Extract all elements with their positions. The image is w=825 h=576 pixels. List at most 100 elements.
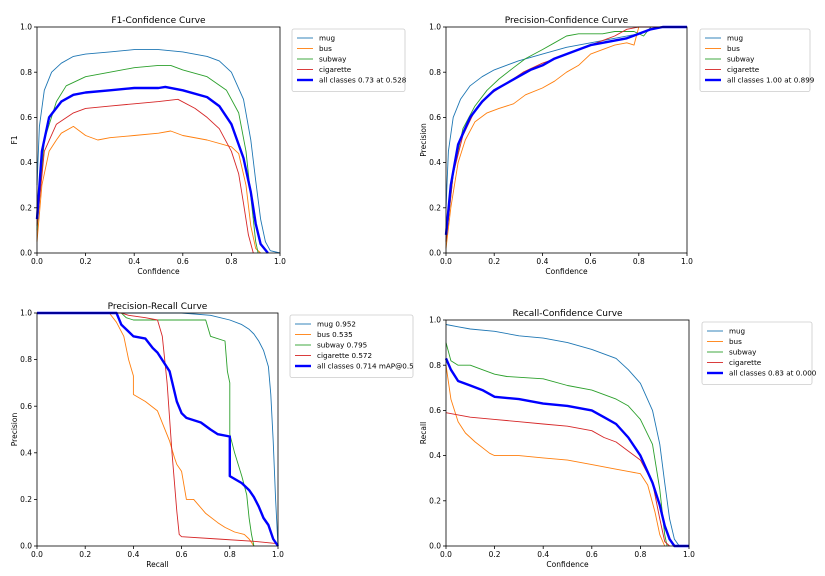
x-tick-label: 0.8 [225,257,237,266]
legend-label: cigarette [319,65,352,74]
x-tick-label: 0.4 [127,550,139,559]
y-tick-label: 0.6 [429,406,441,415]
x-tick-label: 1.0 [272,550,284,559]
y-tick-label: 0.8 [429,68,441,77]
x-tick-label: 0.6 [585,257,597,266]
y-tick-label: 1.0 [20,309,32,318]
y-tick-label: 0.0 [20,542,32,551]
y-tick-label: 0.4 [20,448,32,457]
y-tick-label: 0.0 [429,249,441,258]
y-tick-label: 0.8 [20,68,32,77]
legend-box [701,321,813,385]
series-line-1 [36,49,281,254]
series-line-2 [37,312,255,547]
x-tick-label: 0.0 [440,550,452,559]
y-tick-label: 0.6 [429,113,441,122]
series-line-3 [36,64,259,254]
y-axis-label: F1 [10,135,19,144]
x-tick-label: 0.8 [634,550,646,559]
chart-panel-4: 0.0 0.2 0.4 0.6 0.8 1.0 0.0 0.2 0.4 0.6 0.8 1.0 Reca… [419,309,817,569]
legend-label: subway [729,348,757,357]
legend-box [699,28,811,92]
series-line-1 [37,312,279,547]
y-axis-label: Precision [419,123,428,157]
legend-label: all classes 1.00 at 0.899 [727,76,815,85]
axes-frame [445,319,690,547]
series-line-4 [445,412,670,547]
y-tick-label: 1.0 [429,316,441,325]
series-line-1 [445,324,689,547]
legend-label: bus 0.535 [317,330,353,339]
y-tick-label: 0.0 [20,249,32,258]
y-tick-label: 0.2 [20,203,32,212]
legend-label: mug [729,327,745,336]
x-tick-label: 0.0 [440,257,452,266]
x-tick-label: 1.0 [681,257,693,266]
chart-title: F1-Confidence Curve [111,16,206,26]
y-tick-label: 0.6 [20,113,32,122]
legend-label: all classes 0.73 at 0.528 [319,76,407,85]
x-tick-label: 0.0 [31,550,43,559]
x-axis-label: Confidence [546,560,589,569]
series-line-4 [36,98,254,254]
legend-label: mug 0.952 [317,320,356,329]
x-tick-label: 0.4 [537,550,549,559]
legend-label: bus [319,44,332,53]
legend-label: all classes 0.714 mAP@0.5 [317,362,414,371]
series-line-3 [445,26,687,242]
y-tick-label: 0.4 [429,451,441,460]
chart-title: Precision-Confidence Curve [505,16,629,26]
legend-label: subway [319,55,347,64]
x-tick-label: 0.4 [128,257,140,266]
x-tick-label: 0.2 [488,257,500,266]
x-tick-label: 0.4 [536,257,548,266]
x-axis-label: Confidence [545,267,588,276]
x-tick-label: 1.0 [274,257,286,266]
plot-area [446,27,687,253]
chart-panel-1: 0.0 0.2 0.4 0.6 0.8 1.0 0.0 0.2 0.4 0.6 0.8 1.0 F1-C… [10,16,407,276]
x-tick-label: 0.6 [586,550,598,559]
y-tick-label: 0.2 [20,495,32,504]
y-tick-label: 0.8 [429,361,441,370]
plot-area [37,313,278,546]
legend-label: cigarette 0.572 [317,351,372,360]
chart-title: Recall-Confidence Curve [512,309,623,319]
y-tick-label: 0.2 [429,203,441,212]
x-tick-label: 0.2 [489,550,501,559]
axes-frame [36,26,281,254]
plot-area [37,27,280,253]
y-tick-label: 0.2 [429,496,441,505]
series-line-3 [445,342,668,547]
y-tick-label: 1.0 [429,23,441,32]
x-axis-label: Confidence [137,267,180,276]
y-tick-label: 0.4 [429,158,441,167]
y-tick-label: 0.8 [20,355,32,364]
x-tick-label: 0.2 [79,550,91,559]
legend-label: subway [727,55,755,64]
series-line-3 [37,312,255,547]
axes-frame [445,26,688,254]
legend-box [291,28,406,92]
legend-box [289,314,414,378]
legend-label: cigarette [727,65,760,74]
y-tick-label: 0.0 [429,542,441,551]
x-axis-label: Recall [146,560,168,569]
x-tick-label: 0.6 [176,550,188,559]
legend-label: subway 0.795 [317,341,367,350]
x-tick-label: 1.0 [683,550,695,559]
axes-frame [36,312,279,547]
series-line-5 [444,25,687,236]
y-tick-label: 1.0 [20,23,32,32]
x-tick-label: 0.8 [633,257,645,266]
series-line-2 [445,365,666,547]
chart-panel-2: 0.0 0.2 0.4 0.6 0.8 1.0 0.0 0.2 0.4 0.6 0.8 1.0 Prec… [419,16,815,276]
series-line-5 [444,357,689,548]
y-tick-label: 0.6 [20,402,32,411]
legend-label: bus [729,337,742,346]
y-axis-label: Precision [10,413,19,447]
legend-label: mug [727,34,743,43]
chart-title: Precision-Recall Curve [108,302,208,312]
x-tick-label: 0.2 [80,257,92,266]
